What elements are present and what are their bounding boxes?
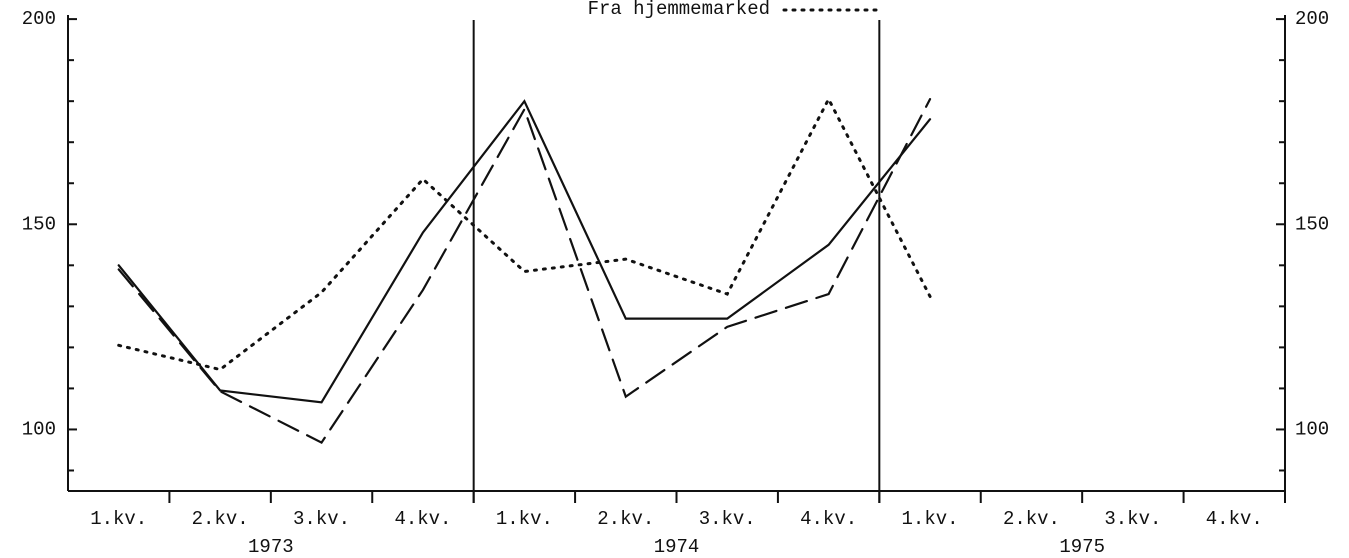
y-tick-label: 200 bbox=[22, 8, 56, 30]
x-tick-label: 2.kv. bbox=[597, 508, 654, 530]
y2-tick-label: 150 bbox=[1295, 213, 1329, 235]
legend-label: Fra hjemmemarked bbox=[588, 0, 770, 20]
year-label: 1974 bbox=[654, 536, 700, 558]
y-tick-label: 100 bbox=[22, 418, 56, 440]
year-label: 1973 bbox=[248, 536, 294, 558]
x-tick-label: 4.kv. bbox=[800, 508, 857, 530]
x-tick-label: 1.kv. bbox=[902, 508, 959, 530]
y2-tick-label: 100 bbox=[1295, 418, 1329, 440]
x-tick-label: 2.kv. bbox=[1003, 508, 1060, 530]
series-line bbox=[117, 99, 932, 404]
y2-tick-label: 200 bbox=[1295, 8, 1329, 30]
series-line bbox=[117, 95, 932, 372]
x-tick-label: 3.kv. bbox=[699, 508, 756, 530]
y-tick-label: 150 bbox=[22, 213, 56, 235]
x-tick-label: 3.kv. bbox=[1104, 508, 1161, 530]
x-tick-label: 1.kv. bbox=[496, 508, 553, 530]
x-tick-label: 2.kv. bbox=[192, 508, 249, 530]
x-tick-label: 4.kv. bbox=[1206, 508, 1263, 530]
series-line bbox=[117, 98, 932, 445]
year-label: 1975 bbox=[1059, 536, 1105, 558]
x-tick-label: 3.kv. bbox=[293, 508, 350, 530]
x-tick-label: 4.kv. bbox=[394, 508, 451, 530]
x-tick-label: 1.kv. bbox=[90, 508, 147, 530]
